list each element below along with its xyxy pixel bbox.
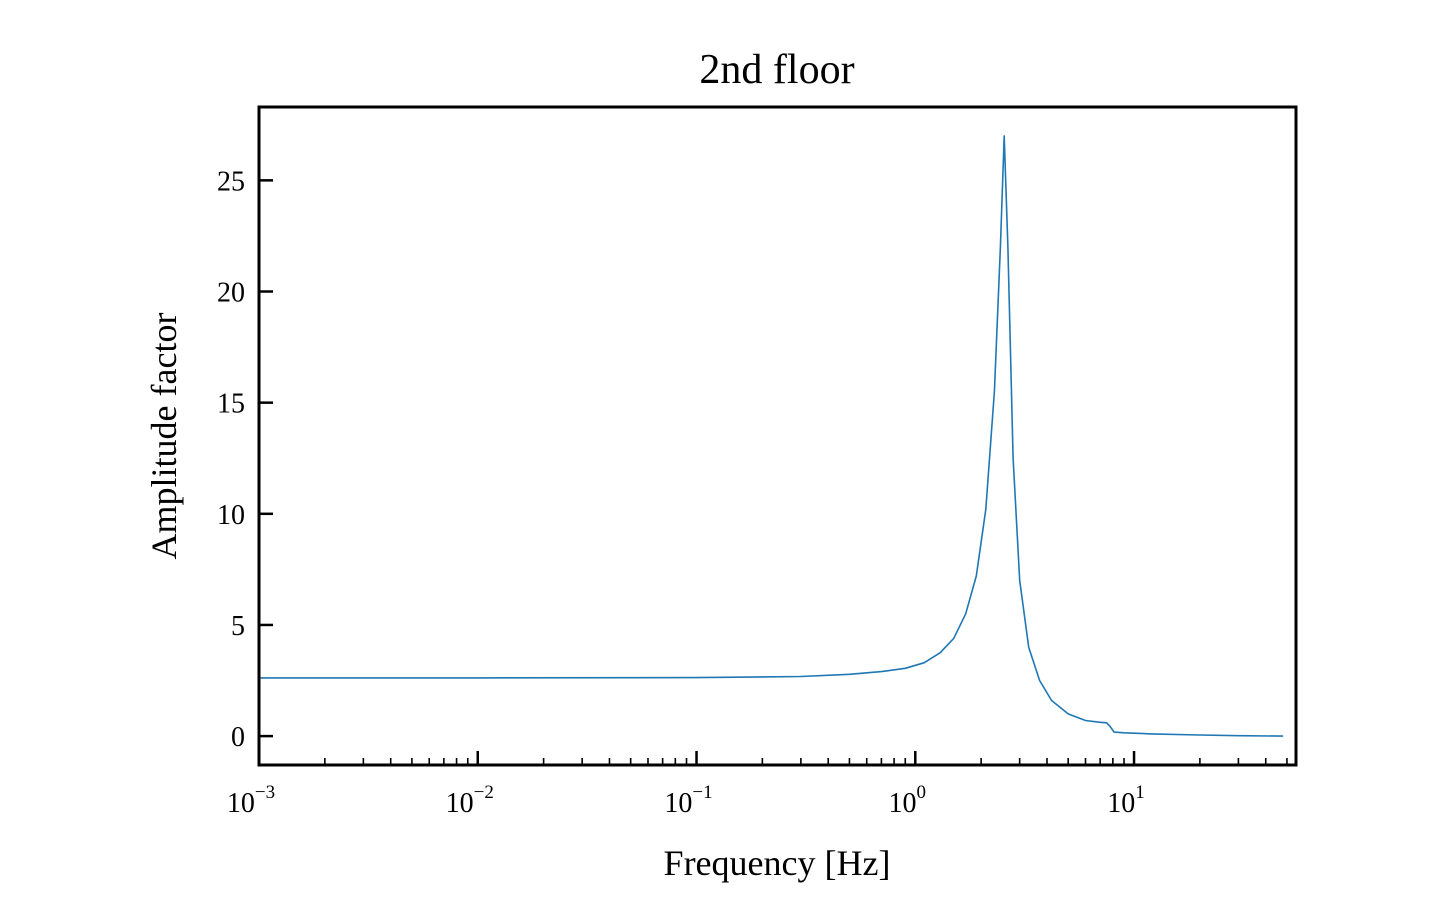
x-tick-label-base: 10 xyxy=(889,788,917,819)
x-tick-label: 10−2 xyxy=(446,782,494,819)
x-tick-label-exponent: −3 xyxy=(255,782,275,803)
x-tick-label: 10−3 xyxy=(227,782,275,819)
x-tick-label-exponent: −1 xyxy=(692,782,712,803)
x-tick-label-exponent: −2 xyxy=(474,782,494,803)
y-tick-label: 10 xyxy=(217,500,245,531)
x-tick-label-base: 10 xyxy=(1107,788,1135,819)
x-tick-label: 101 xyxy=(1107,782,1145,819)
y-tick-label: 25 xyxy=(217,166,245,197)
x-tick-label-base: 10 xyxy=(227,788,255,819)
x-tick-label: 100 xyxy=(889,782,927,819)
x-tick-label-exponent: 0 xyxy=(917,782,927,803)
y-tick-label: 15 xyxy=(217,389,245,420)
x-tick-label: 10−1 xyxy=(664,782,712,819)
series-line xyxy=(259,135,1284,737)
x-tick-label-exponent: 1 xyxy=(1135,782,1145,803)
y-tick-label: 5 xyxy=(231,611,245,642)
y-tick-label: 0 xyxy=(231,722,245,753)
x-axis-label: Frequency [Hz] xyxy=(664,843,891,883)
y-axis-label: Amplitude factor xyxy=(144,313,184,560)
y-tick-label: 20 xyxy=(217,278,245,309)
x-tick-label-base: 10 xyxy=(446,788,474,819)
x-tick-label-base: 10 xyxy=(664,788,692,819)
plot-frame xyxy=(257,105,1298,767)
chart-title: 2nd floor xyxy=(699,47,854,93)
